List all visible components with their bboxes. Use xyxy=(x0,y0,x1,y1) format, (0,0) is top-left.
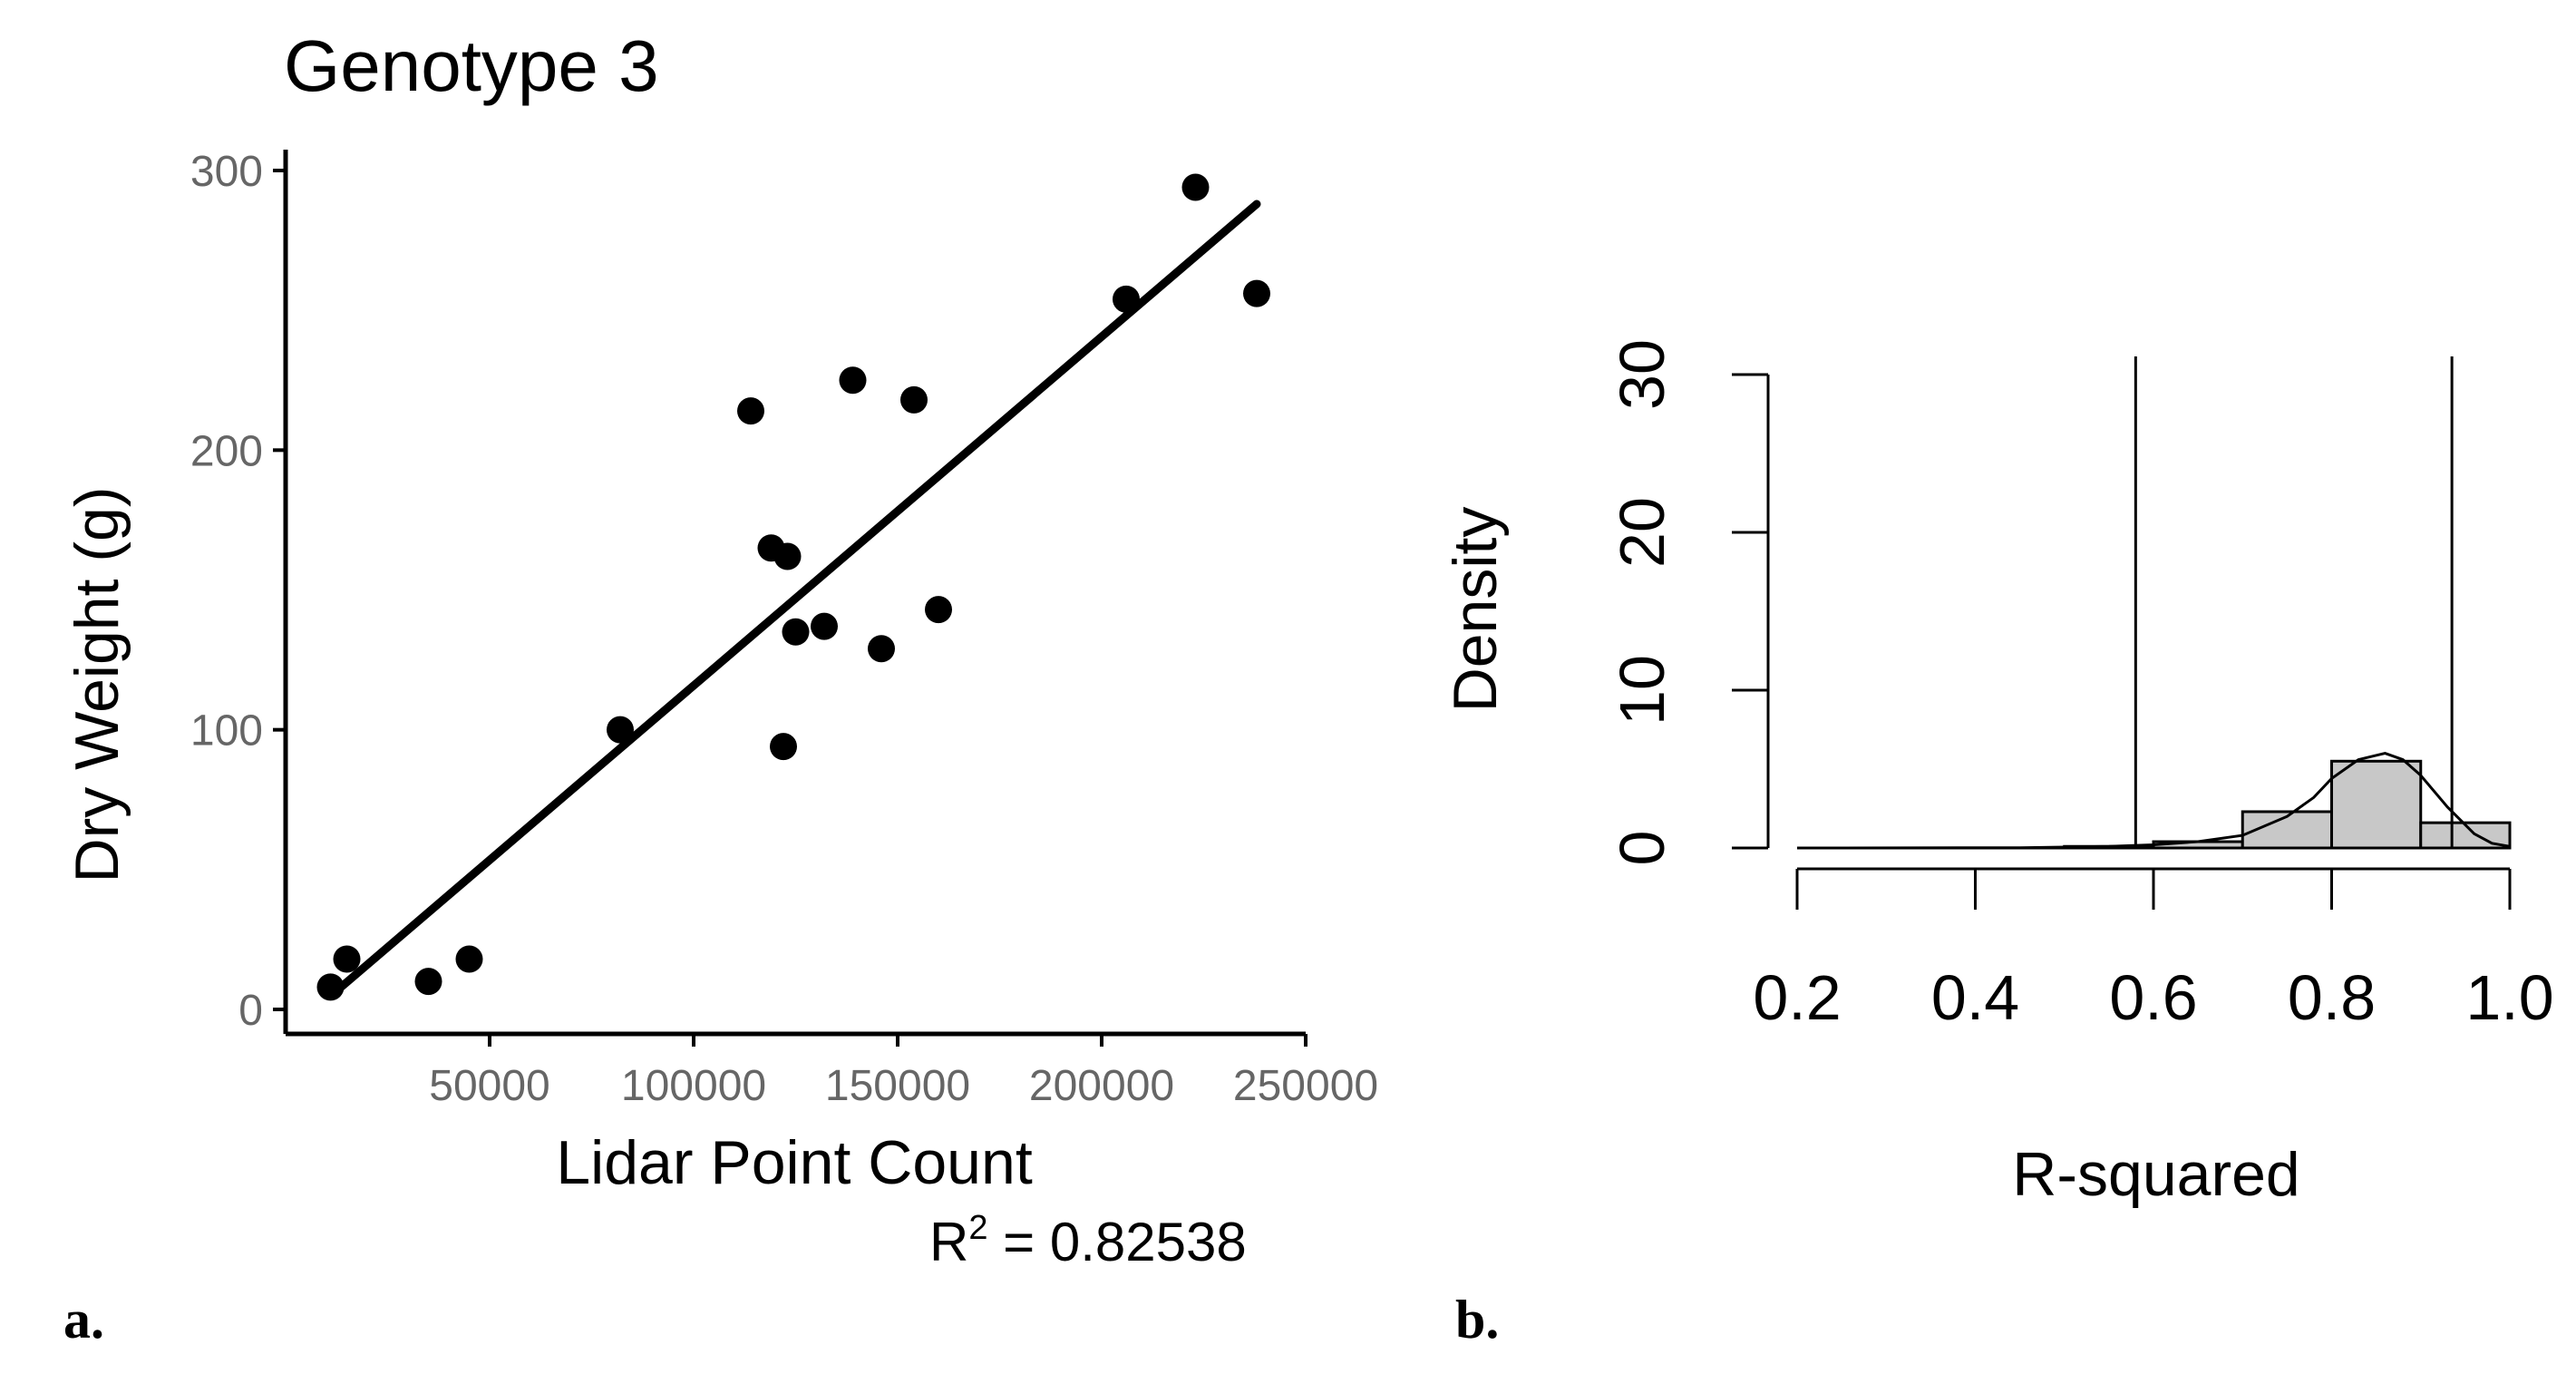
regression-line xyxy=(330,200,1261,997)
data-point xyxy=(773,542,802,570)
y-tick-label: 200 xyxy=(190,427,263,475)
scatter-points xyxy=(316,173,1270,1001)
y-tick-label: 300 xyxy=(190,148,263,196)
x-tick-label: 1.0 xyxy=(2465,962,2553,1033)
data-point xyxy=(900,385,928,414)
x-tick-label: 200000 xyxy=(1029,1062,1174,1110)
data-point xyxy=(782,618,810,646)
panel-a-scatter: Genotype 3 50000 100000 150000 200000 250000… xyxy=(63,25,1378,1350)
x-tick-label: 0.8 xyxy=(2288,962,2376,1033)
histogram-bar xyxy=(2330,759,2423,850)
data-point xyxy=(607,716,634,744)
x-tick-label: 0.4 xyxy=(1931,962,2019,1033)
y-axis-label: Dry Weight (g) xyxy=(63,486,131,882)
r2-prefix: R xyxy=(929,1212,968,1272)
x-axis-label: Lidar Point Count xyxy=(556,1128,1033,1197)
panel-a-ticks: 50000 100000 150000 200000 250000 0 100 200 300 xyxy=(190,148,1378,1110)
x-tick-label: 250000 xyxy=(1233,1062,1378,1110)
x-axis-label: R-squared xyxy=(2012,1140,2300,1209)
chart-title: Genotype 3 xyxy=(284,25,659,106)
data-point xyxy=(1181,173,1210,201)
data-point xyxy=(455,945,483,973)
data-point xyxy=(925,596,952,624)
density-curve xyxy=(1796,752,2511,850)
panel-a-axes xyxy=(283,150,1306,1037)
r2-superscript: 2 xyxy=(968,1209,987,1247)
y-tick-label: 0 xyxy=(1607,831,1677,866)
data-point xyxy=(1113,285,1140,313)
data-point xyxy=(1243,279,1270,307)
data-point xyxy=(333,945,361,973)
reference-lines xyxy=(2134,356,2454,848)
data-point xyxy=(868,635,895,663)
data-point xyxy=(839,366,867,395)
y-tick-label: 20 xyxy=(1607,497,1677,568)
data-point xyxy=(414,968,442,996)
panel-label-a: a. xyxy=(63,1290,104,1350)
y-tick-label: 30 xyxy=(1607,339,1677,410)
panel-b-histogram: 0 10 20 30 0.2 0.4 0.6 0.8 1.0 R-squared Density… xyxy=(1441,339,2554,1350)
data-point xyxy=(811,612,838,640)
data-point xyxy=(316,973,345,1001)
y-tick-label: 0 xyxy=(238,987,263,1035)
y-tick-label: 10 xyxy=(1607,655,1677,726)
r-squared-annotation: R2 = 0.82538 xyxy=(929,1209,1247,1272)
x-tick-label: 50000 xyxy=(429,1062,549,1110)
x-tick-label: 100000 xyxy=(621,1062,766,1110)
x-tick-label: 0.6 xyxy=(2109,962,2197,1033)
x-tick-label: 150000 xyxy=(825,1062,970,1110)
y-tick-label: 100 xyxy=(190,707,263,755)
data-point xyxy=(737,397,764,425)
x-tick-label: 0.2 xyxy=(1753,962,1841,1033)
panel-b-ticks: 0 10 20 30 0.2 0.4 0.6 0.8 1.0 xyxy=(1607,339,2554,1033)
panel-label-b: b. xyxy=(1455,1290,1499,1350)
y-axis-label: Density xyxy=(1441,507,1510,713)
r2-value: = 0.82538 xyxy=(987,1212,1246,1272)
data-point xyxy=(770,733,797,761)
histogram-bars xyxy=(1797,759,2512,850)
